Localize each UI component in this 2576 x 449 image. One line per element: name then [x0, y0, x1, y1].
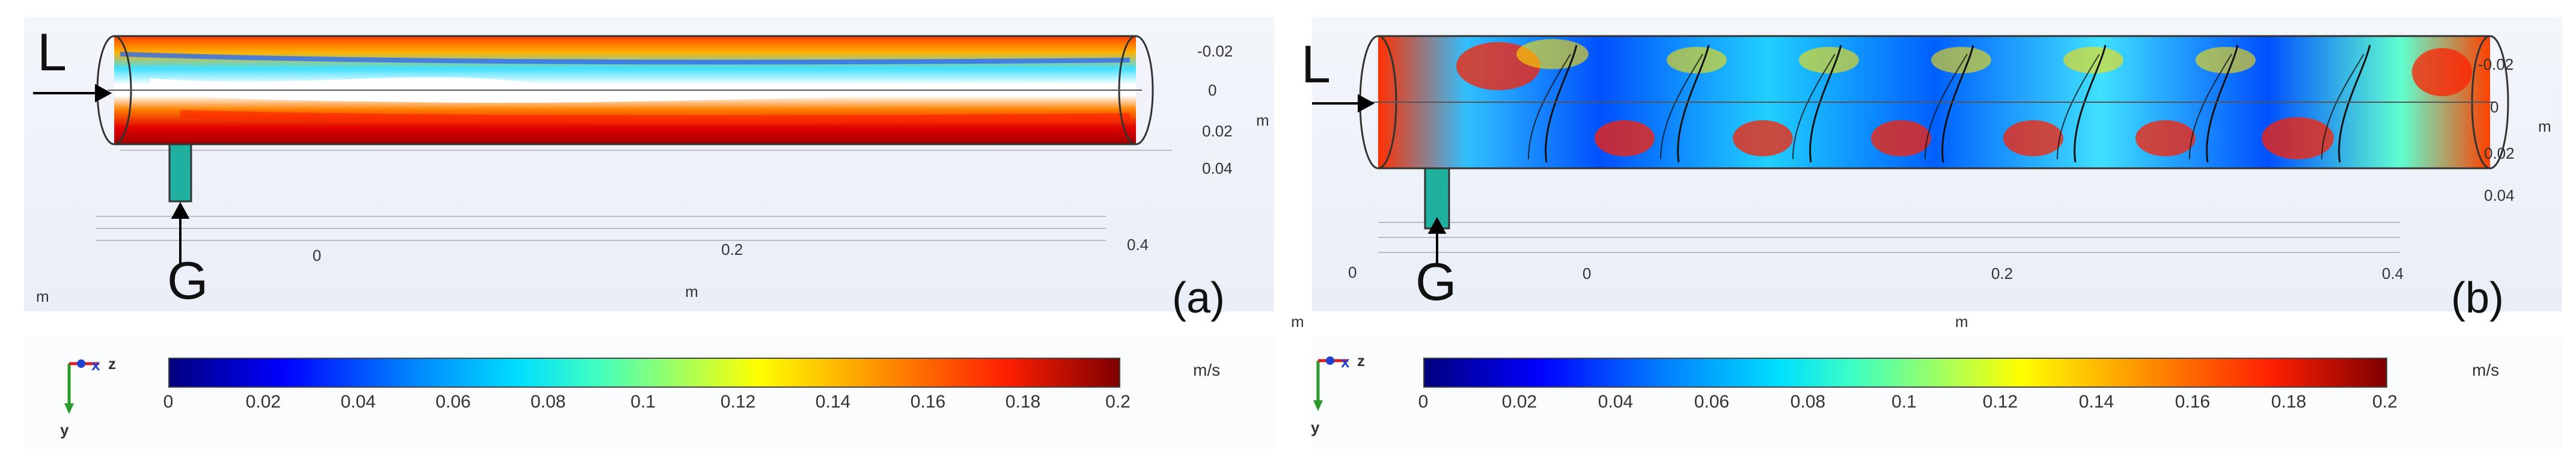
y-tick-a-1: 0 — [1208, 81, 1217, 99]
y-unit-b: m — [2538, 117, 2551, 135]
gas-inlet-label-a: G — [167, 251, 209, 310]
colorbar-tick-b: 0.14 — [2078, 392, 2114, 412]
y-tick-a-3: 0.04 — [1202, 159, 1233, 177]
colorbar-tick-b: 0.2 — [2372, 392, 2397, 412]
y-unit-a: m — [1256, 111, 1269, 129]
colorbar-tick-a: 0.16 — [910, 392, 946, 412]
y-tick-b-1: 0 — [2490, 98, 2499, 116]
triad-z-label-b: z — [1357, 352, 1365, 370]
colorbar-unit-b: m/s — [2472, 361, 2500, 379]
x-tick-a-1: 0.2 — [721, 240, 743, 258]
x-origin-b: 0 — [1348, 263, 1357, 281]
colorbar-unit-a: m/s — [1193, 361, 1221, 379]
colorbar-tick-a: 0.04 — [340, 392, 376, 412]
colorbar-tick-b: 0 — [1418, 392, 1429, 412]
colorbar-b — [1423, 358, 2387, 388]
triad-y-label-a: y — [60, 421, 69, 439]
y-tick-a-2: 0.02 — [1202, 122, 1233, 140]
gas-inlet-label-b: G — [1415, 252, 1457, 311]
panel-tag-b: (b) — [2451, 274, 2504, 322]
colorbar-tick-a: 0.1 — [630, 392, 656, 412]
triad-y-label-b: y — [1311, 418, 1320, 436]
colorbar-tick-a: 0.02 — [245, 392, 281, 412]
liquid-inlet-label-b: L — [1301, 34, 1331, 94]
colorbar-area-b — [1312, 337, 2562, 449]
colorbar-tick-b: 0.1 — [1891, 392, 1917, 412]
triad-z-label-a: z — [108, 355, 116, 373]
x-tick-a-0: 0 — [313, 246, 322, 264]
colorbar-tick-b: 0.02 — [1501, 392, 1537, 412]
y-tick-b-2: 0.02 — [2484, 144, 2515, 162]
colorbar-tick-b: 0.16 — [2175, 392, 2211, 412]
colorbar-tick-b: 0.06 — [1694, 392, 1730, 412]
pipe-scene-a — [33, 35, 1172, 264]
y-tick-a-0: -0.02 — [1197, 42, 1233, 60]
x-unit-b: m — [1955, 313, 1968, 331]
colorbar-tick-b: 0.18 — [2271, 392, 2307, 412]
colorbar-tick-a: 0.12 — [720, 392, 756, 412]
pipe-scene-b — [1312, 35, 2509, 264]
axis-triad-a — [64, 359, 99, 414]
panel-b: L G -0.02 0 0.02 0.04 m 0 0 0.2 0.4 m m … — [1288, 0, 2576, 449]
colorbar-tick-b: 0.12 — [1982, 392, 2018, 412]
panel-tag-a: (a) — [1172, 274, 1225, 322]
y-tick-b-3: 0.04 — [2484, 186, 2515, 204]
colorbar-tick-a: 0.14 — [815, 392, 851, 412]
x-tick-a-2: 0.4 — [1127, 236, 1149, 254]
y-tick-b-0: -0.02 — [2478, 55, 2514, 73]
triad-x-label-b: x — [1341, 353, 1350, 371]
x-tick-b-2: 0.4 — [2382, 264, 2404, 283]
x-tick-b-0: 0 — [1583, 264, 1592, 283]
colorbar-tick-a: 0.2 — [1105, 392, 1131, 412]
axis-triad-b — [1313, 356, 1348, 411]
corner-unit-a: m — [36, 287, 49, 305]
corner-unit-b: m — [1291, 313, 1304, 331]
colorbar-tick-a: 0.06 — [435, 392, 471, 412]
colorbar-a — [168, 358, 1120, 388]
colorbar-area-a — [24, 337, 1274, 449]
panel-a: L G -0.02 0 0.02 0.04 m 0 0.2 0.4 m m (a… — [24, 17, 1274, 449]
colorbar-tick-b: 0.04 — [1598, 392, 1634, 412]
liquid-inlet-label-a: L — [37, 22, 67, 82]
colorbar-tick-a: 0.08 — [530, 392, 566, 412]
colorbar-tick-a: 0 — [163, 392, 174, 412]
colorbar-tick-a: 0.18 — [1005, 392, 1041, 412]
gas-inlet-stub-a — [168, 143, 192, 203]
x-tick-b-1: 0.2 — [1991, 264, 2013, 283]
x-unit-a: m — [685, 283, 698, 301]
triad-x-label-a: x — [91, 356, 100, 374]
colorbar-tick-b: 0.08 — [1790, 392, 1826, 412]
